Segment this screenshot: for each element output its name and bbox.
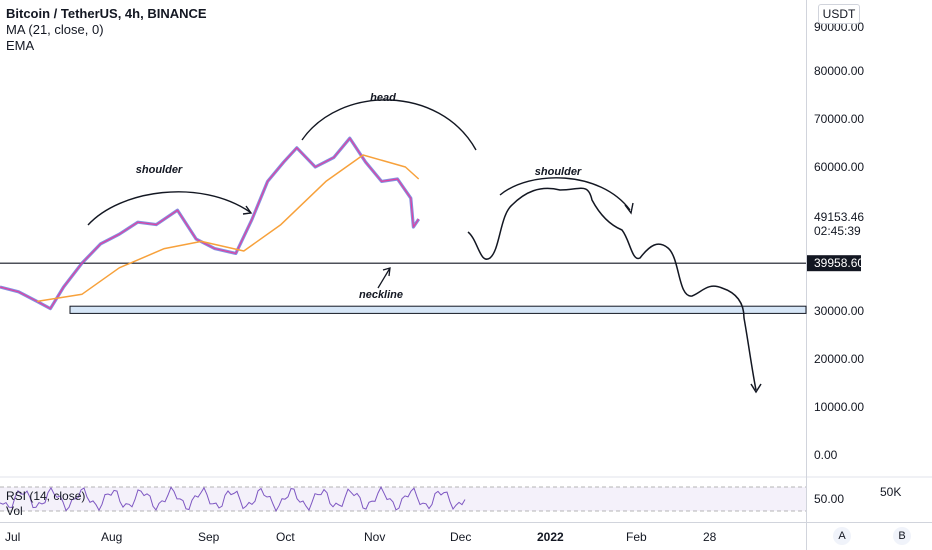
right-shoulder-arc	[499, 177, 631, 211]
neckline-arrow-icon	[377, 267, 391, 289]
price-tick-label: 20000.00	[814, 352, 864, 366]
time-axis-label: Feb	[626, 530, 647, 544]
time-axis-label: Nov	[364, 530, 385, 544]
right-shoulder-arrow-icon	[624, 202, 634, 215]
price-tick-label: 0.00	[814, 448, 838, 462]
current-price-label: 49153.46	[814, 210, 864, 224]
rsi-legend[interactable]: RSI (14, close)	[6, 489, 86, 503]
neckline-price-label: 39958.60	[814, 256, 864, 270]
price-tick-label: 60000.00	[814, 160, 864, 174]
time-axis-label: Aug	[101, 530, 122, 544]
neckline-text-label: neckline	[359, 289, 403, 301]
price-tick-label: 10000.00	[814, 400, 864, 414]
ma-legend[interactable]: MA (21, close, 0)	[6, 22, 104, 37]
left-shoulder-label: shoulder	[136, 164, 183, 176]
time-axis-label: 2022	[537, 530, 564, 544]
ma-line	[0, 137, 420, 310]
b-scale-button[interactable]: B	[893, 527, 911, 545]
left-shoulder-arrow-icon	[242, 205, 253, 215]
vol-legend[interactable]: Vol	[6, 504, 23, 518]
price-tick-label: 30000.00	[814, 304, 864, 318]
time-axis-label: Oct	[276, 530, 295, 544]
rsi-pane-legend: RSI (14, close) Vol	[6, 489, 85, 519]
time-axis-label: Sep	[198, 530, 220, 544]
head-label: head	[370, 92, 396, 104]
vol-scale-label: 50K	[880, 485, 902, 499]
projection-arrow-icon	[750, 383, 762, 394]
rsi-line	[0, 485, 466, 513]
rsi-band	[0, 487, 806, 511]
price-tick-label: 70000.00	[814, 112, 864, 126]
ema-legend[interactable]: EMA	[6, 38, 35, 53]
countdown-label: 02:45:39	[814, 224, 861, 238]
price-candles	[0, 136, 421, 311]
head-arc	[301, 99, 477, 151]
symbol-title[interactable]: Bitcoin / TetherUS, 4h, BINANCE	[6, 6, 207, 21]
rsi-level-label: 50.00	[814, 492, 844, 506]
currency-button[interactable]: USDT	[818, 4, 860, 24]
time-axis-label: Jul	[5, 530, 20, 544]
neckline-price-badge	[807, 255, 861, 272]
right-shoulder-label: shoulder	[535, 166, 582, 178]
projection-path	[467, 187, 757, 391]
time-axis-label: Dec	[450, 530, 471, 544]
time-axis-label: 28	[703, 530, 717, 544]
left-shoulder-arc	[87, 191, 251, 226]
auto-scale-button[interactable]: A	[833, 527, 851, 545]
chart-legend: Bitcoin / TetherUS, 4h, BINANCE MA (21, …	[6, 6, 207, 54]
support-zone	[69, 305, 807, 314]
ema-line	[36, 154, 420, 303]
price-tick-label: 80000.00	[814, 64, 864, 78]
